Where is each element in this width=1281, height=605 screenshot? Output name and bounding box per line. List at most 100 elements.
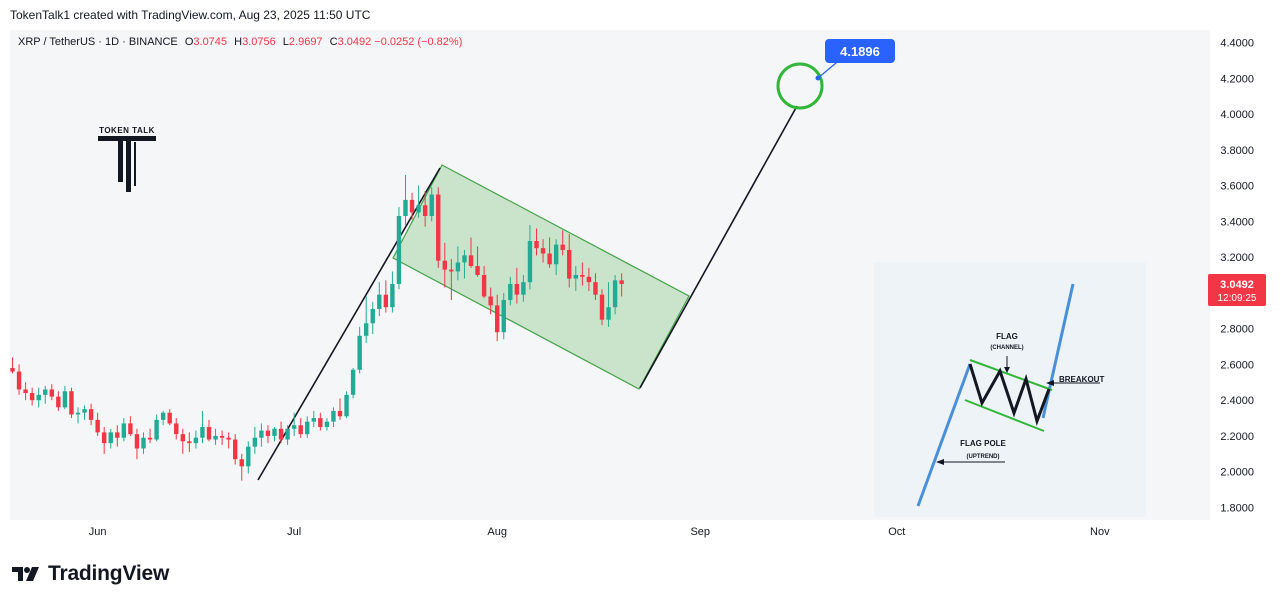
inset-flag-pole-label: FLAG POLE (960, 439, 1006, 448)
candle-body (501, 300, 506, 333)
chart-frame[interactable]: FLAG (CHANNEL) BREAKOUT FLAG POLE (UPTRE… (10, 30, 1270, 544)
price-axis-labels: 4.4000 4.2000 4.0000 3.8000 3.6000 3.4000 3.20… (1220, 38, 1254, 515)
inset-zigzag (968, 363, 1051, 426)
price-tick-label: 1.8000 (1220, 502, 1254, 514)
candlestick-chart[interactable]: FLAG (CHANNEL) BREAKOUT FLAG POLE (UPTRE… (10, 30, 1270, 544)
candle-body (43, 389, 48, 395)
candle-body (403, 199, 408, 216)
candle-body (534, 241, 539, 249)
candle-body (521, 282, 526, 295)
candle-body (449, 269, 454, 272)
candle-body (174, 423, 179, 435)
candle-body (259, 430, 264, 438)
candle-body (115, 432, 120, 438)
candle-body (429, 194, 434, 216)
low-value: 2.9697 (288, 36, 323, 48)
candle-body (553, 244, 559, 265)
price-tick-label: 2.8000 (1220, 324, 1254, 336)
bar-countdown: 12:09:25 (1218, 293, 1257, 304)
candle-body (23, 389, 28, 394)
candle-body (442, 260, 447, 270)
candle-body (468, 255, 474, 267)
symbol-info: XRP / TetherUS · 1D · BINANCE O3.0745 H3… (18, 36, 462, 48)
candle-body (141, 437, 146, 449)
candle-body (36, 394, 41, 401)
price-tick-label: 4.0000 (1220, 109, 1254, 121)
candle-body (180, 434, 185, 442)
candle-body (599, 294, 605, 320)
candle-body (200, 427, 205, 438)
inset-breakout-arrowhead (1046, 380, 1054, 386)
candle-body (409, 199, 415, 213)
candle-body (128, 423, 133, 435)
inset-breakout-label: BREAKOUT (1059, 375, 1104, 384)
candle-body (567, 249, 572, 279)
price-tick-label: 4.2000 (1220, 73, 1254, 85)
candle-body (488, 296, 493, 306)
candle-body (233, 439, 238, 460)
inset-flag-label: FLAG (996, 332, 1018, 341)
candle-body (69, 391, 74, 415)
current-price-value: 3.0492 (1220, 279, 1254, 291)
time-tick-label: Sep (690, 526, 710, 538)
candle-body (88, 409, 94, 420)
candle-body (108, 432, 113, 444)
flag-pole-line[interactable] (257, 167, 441, 481)
candle-body (29, 393, 35, 401)
target-label-box[interactable] (825, 39, 895, 63)
candle-body (305, 421, 310, 435)
price-tick-label: 3.4000 (1220, 216, 1254, 228)
candle-body (370, 308, 375, 324)
inset-channel-top (969, 359, 1053, 391)
candle-body (586, 276, 592, 283)
logo-text: TOKEN TALK (99, 126, 155, 135)
candle-body (252, 437, 258, 447)
candle-body (265, 430, 271, 436)
candle-body (619, 280, 624, 284)
tradingview-wordmark: TradingView (48, 562, 170, 585)
tradingview-brand[interactable]: TradingView (12, 562, 169, 586)
flag-channel[interactable] (392, 164, 690, 390)
candle-body (580, 275, 585, 277)
breakout-projection-line[interactable] (639, 105, 798, 389)
candle-body (56, 396, 61, 408)
price-tick-label: 3.6000 (1220, 181, 1254, 193)
target-circle (776, 62, 824, 110)
candle-body (147, 437, 153, 440)
price-tick-label: 3.2000 (1220, 252, 1254, 264)
candle-body (462, 255, 467, 263)
candle-body (612, 280, 618, 308)
candle-body (416, 205, 421, 213)
candle-body (102, 432, 107, 444)
tradingview-logo-icon (12, 567, 39, 581)
candles (10, 174, 624, 481)
candle-body (350, 369, 356, 395)
candle-body (390, 283, 395, 308)
candle-body (331, 410, 336, 422)
candle-body (508, 283, 513, 301)
price-tick-label: 4.4000 (1220, 38, 1254, 50)
candle-body (560, 244, 565, 250)
time-axis[interactable] (10, 520, 1210, 544)
candle-body (49, 389, 54, 397)
close-key: C (329, 36, 338, 48)
candle-body (357, 335, 362, 370)
time-tick-label: Oct (888, 526, 905, 538)
token-talk-logo: TOKEN TALK (98, 126, 156, 192)
target-callout-dot (815, 75, 821, 81)
candle-body (495, 305, 500, 333)
candle-body (318, 418, 323, 428)
current-price-tag[interactable] (1208, 274, 1266, 306)
logo-stem-right (126, 136, 131, 192)
candle-body (311, 418, 316, 422)
candle-body (436, 194, 441, 261)
price-tick-label: 3.8000 (1220, 145, 1254, 157)
candle-body (213, 435, 218, 440)
price-tick-label: 2.2000 (1220, 431, 1254, 443)
logo-stem-thin (134, 142, 136, 186)
inset-channel-label: (CHANNEL) (990, 345, 1023, 351)
candle-body (10, 367, 15, 372)
candle-body (337, 410, 343, 417)
inset-pole-arrowhead (936, 459, 944, 465)
symbol-pair[interactable]: XRP / TetherUS · 1D · BINANCE (18, 36, 178, 48)
